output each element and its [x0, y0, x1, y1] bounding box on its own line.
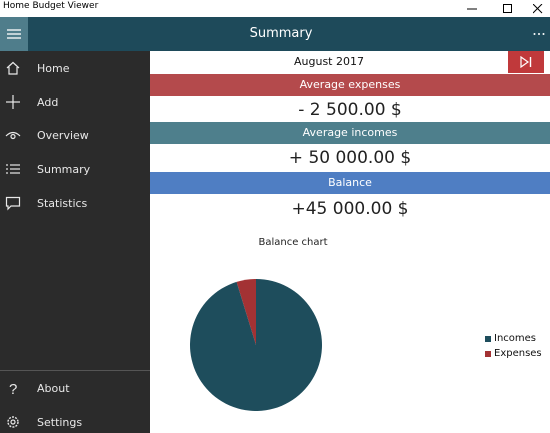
- balance-header: Balance: [150, 172, 550, 194]
- sidebar-item-label: Summary: [37, 162, 91, 176]
- sidebar-divider: [0, 370, 150, 371]
- list-icon: [4, 160, 22, 178]
- hamburger-button[interactable]: [0, 17, 28, 51]
- sidebar-item-settings[interactable]: Settings: [0, 405, 150, 433]
- sidebar-item-home[interactable]: Home: [0, 51, 150, 85]
- sidebar-item-about[interactable]: ? About: [0, 371, 150, 405]
- pie-slice-expenses: [236, 279, 256, 345]
- home-icon: [4, 59, 22, 77]
- question-icon: ?: [4, 379, 22, 397]
- sidebar-item-summary[interactable]: Summary: [0, 152, 150, 186]
- expenses-header: Average expenses: [150, 74, 550, 96]
- app-header: Summary: [0, 17, 550, 51]
- skip-next-icon: [520, 56, 532, 68]
- chart-title: Balance chart: [258, 237, 328, 248]
- minimize-button[interactable]: [454, 0, 490, 17]
- maximize-button[interactable]: [490, 0, 526, 17]
- sidebar: Home Add Overview Summary Statistics: [0, 51, 150, 433]
- legend-item-incomes: Incomes: [485, 331, 542, 346]
- incomes-value: + 50 000.00 $: [288, 148, 412, 168]
- sidebar-item-label: Add: [37, 95, 59, 109]
- more-icon: [533, 33, 545, 35]
- more-button[interactable]: [532, 17, 546, 51]
- page-title: Summary: [249, 26, 313, 41]
- sidebar-item-statistics[interactable]: Statistics: [0, 186, 150, 220]
- window-titlebar: Home Budget Viewer: [0, 0, 550, 17]
- legend-swatch: [485, 350, 491, 357]
- minimize-icon: [467, 8, 477, 9]
- summary-panel: August 2017 Average expenses - 2 500.00 …: [150, 51, 550, 433]
- sidebar-item-add[interactable]: Add: [0, 85, 150, 119]
- sidebar-item-label: Home: [37, 61, 70, 75]
- legend-label: Incomes: [494, 333, 537, 344]
- sidebar-item-label: About: [37, 381, 70, 395]
- pie-slice-incomes: [190, 279, 322, 411]
- hamburger-icon: [7, 29, 21, 39]
- incomes-header: Average incomes: [150, 122, 550, 144]
- svg-text:?: ?: [9, 381, 17, 396]
- chart-legend: Incomes Expenses: [485, 331, 542, 361]
- close-icon: [533, 3, 543, 13]
- legend-item-expenses: Expenses: [485, 346, 542, 361]
- eye-icon: [4, 126, 22, 144]
- close-button[interactable]: [526, 0, 550, 17]
- sidebar-item-label: Settings: [37, 415, 83, 429]
- balance-pie-chart: [190, 279, 322, 411]
- month-label[interactable]: August 2017: [294, 55, 364, 68]
- legend-swatch: [485, 335, 491, 342]
- app-title: Home Budget Viewer: [3, 1, 99, 11]
- month-selector: August 2017: [150, 51, 550, 73]
- gear-icon: [4, 413, 22, 431]
- expenses-value: - 2 500.00 $: [298, 100, 402, 120]
- sidebar-item-overview[interactable]: Overview: [0, 118, 150, 152]
- sidebar-item-label: Statistics: [37, 196, 88, 210]
- legend-label: Expenses: [494, 348, 542, 359]
- balance-value: +45 000.00 $: [291, 199, 409, 219]
- next-month-button[interactable]: [508, 51, 544, 73]
- maximize-icon: [503, 3, 512, 13]
- sidebar-item-label: Overview: [37, 128, 89, 142]
- plus-icon: [4, 93, 22, 111]
- comment-icon: [4, 194, 22, 212]
